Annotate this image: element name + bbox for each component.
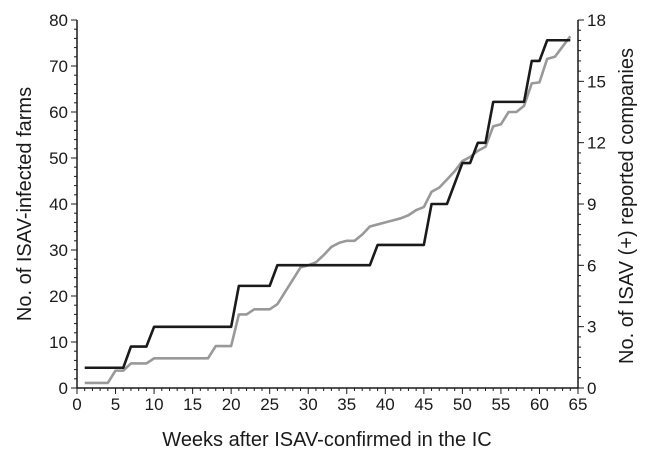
- y-left-tick-label: 0: [59, 379, 68, 398]
- companies-series-line: [84, 35, 572, 385]
- y-left-tick-label: 20: [49, 287, 68, 306]
- y-left-tick-label: 80: [49, 11, 68, 30]
- y-left-tick-label: 10: [49, 333, 68, 352]
- y-left-tick-label: 70: [49, 57, 68, 76]
- x-tick-label: 5: [111, 395, 120, 414]
- farms-series-line: [84, 38, 571, 370]
- y-right-tick-label: 15: [587, 72, 606, 91]
- x-tick-label: 10: [145, 395, 164, 414]
- x-tick-label: 15: [183, 395, 202, 414]
- y-right-tick-label: 9: [587, 195, 596, 214]
- y-right-tick-label: 6: [587, 256, 596, 275]
- x-tick-label: 45: [414, 395, 433, 414]
- y-axis-right-title: No. of ISAV (+) reported companies: [616, 48, 638, 364]
- y-left-tick-label: 40: [49, 195, 68, 214]
- y-left-tick-label: 30: [49, 241, 68, 260]
- x-tick-label: 55: [491, 395, 510, 414]
- x-tick-label: 50: [453, 395, 472, 414]
- x-axis-title: Weeks after ISAV-confirmed in the IC: [162, 429, 491, 451]
- y-right-tick-label: 3: [587, 318, 596, 337]
- y-right-tick-label: 0: [587, 379, 596, 398]
- x-tick-label: 25: [260, 395, 279, 414]
- y-left-tick-label: 50: [49, 149, 68, 168]
- x-tick-label: 35: [337, 395, 356, 414]
- series-lines: [84, 35, 572, 385]
- plot-area: 0 5 10 15 20 25 30 35 40 45 50 55 60 6501020304050607…: [49, 11, 606, 414]
- y-right-tick-label: 12: [587, 134, 606, 153]
- ticks: 0 5 10 15 20 25 30 35 40 45 50 55 60 6501020304050607…: [49, 11, 606, 414]
- y-right-tick-label: 18: [587, 11, 606, 30]
- y-axis-left-title: No. of ISAV-infected farms: [14, 87, 36, 321]
- x-tick-label: 60: [530, 395, 549, 414]
- x-tick-label: 65: [569, 395, 588, 414]
- x-tick-label: 20: [222, 395, 241, 414]
- x-tick-label: 0: [72, 395, 81, 414]
- y-left-tick-label: 60: [49, 103, 68, 122]
- x-tick-label: 30: [299, 395, 318, 414]
- x-tick-label: 40: [376, 395, 395, 414]
